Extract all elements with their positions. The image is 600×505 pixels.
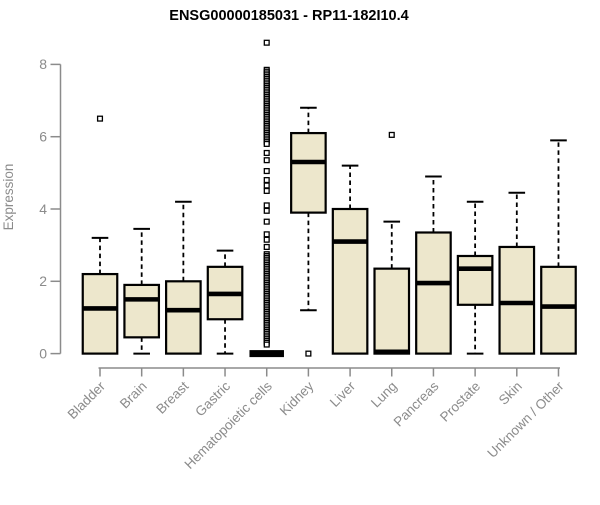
- y-tick-label: 0: [39, 345, 47, 361]
- box: [456, 254, 494, 306]
- box: [373, 267, 411, 355]
- x-tick-label-skin: Skin: [496, 379, 525, 408]
- box-group-unknown-other: [540, 139, 577, 355]
- outlier-point: [263, 187, 270, 194]
- chart-title: ENSG00000185031 - RP11-182I10.4: [169, 8, 409, 24]
- box-group-skin: [498, 191, 536, 355]
- outlier-point: [263, 341, 270, 348]
- outlier-point: [263, 207, 270, 214]
- box-group-liver: [331, 164, 369, 355]
- y-tick-label: 8: [39, 56, 47, 72]
- outlier-point: [263, 149, 270, 157]
- y-tick-label: 6: [39, 129, 47, 145]
- collapsed-box: [249, 350, 284, 358]
- box: [81, 272, 119, 355]
- outlier-point: [388, 131, 395, 138]
- y-axis-label: Expression: [1, 163, 16, 231]
- x-tick-label-lung: Lung: [368, 379, 400, 411]
- x-tick-label-liver: Liver: [327, 378, 359, 410]
- outlier-point: [305, 350, 312, 357]
- box: [290, 131, 327, 214]
- x-tick-label-bladder: Bladder: [65, 378, 109, 422]
- x-tick-label-pancreas: Pancreas: [391, 378, 442, 429]
- box: [415, 231, 452, 355]
- box: [540, 265, 577, 355]
- outlier-point: [96, 115, 104, 122]
- x-tick-label-gastric: Gastric: [192, 378, 233, 419]
- box-group-gastric: [206, 249, 244, 355]
- y-tick-label: 2: [39, 273, 47, 289]
- x-tick-label-brain: Brain: [117, 379, 150, 412]
- outlier-point: [263, 140, 270, 147]
- box-group-kidney: [290, 106, 327, 357]
- x-tick-label-kidney: Kidney: [277, 378, 317, 418]
- box: [498, 245, 536, 355]
- outlier-point: [263, 39, 270, 46]
- box: [165, 280, 202, 355]
- x-tick-label-unknown-other: Unknown / Other: [484, 378, 567, 461]
- box: [331, 207, 369, 355]
- box-group-brain: [123, 227, 161, 355]
- outlier-point: [263, 157, 270, 164]
- outlier-point: [263, 236, 270, 243]
- outlier-point: [263, 231, 270, 238]
- y-tick-label: 4: [39, 201, 47, 217]
- outlier-point: [263, 177, 270, 184]
- box-group-lung: [373, 131, 411, 355]
- outlier-point: [263, 182, 270, 189]
- box-group-bladder: [81, 115, 119, 355]
- box-group-prostate: [456, 200, 494, 355]
- x-tick-label-prostate: Prostate: [437, 379, 483, 425]
- box: [123, 283, 161, 339]
- outlier-point: [263, 243, 270, 251]
- outlier-point: [263, 202, 270, 209]
- outlier-point: [263, 167, 270, 175]
- x-tick-label-breast: Breast: [153, 378, 191, 416]
- box-group-hematopoietic-cells: [249, 39, 284, 358]
- outlier-point: [263, 218, 270, 225]
- box-group-pancreas: [415, 175, 452, 355]
- box-group-breast: [165, 200, 202, 355]
